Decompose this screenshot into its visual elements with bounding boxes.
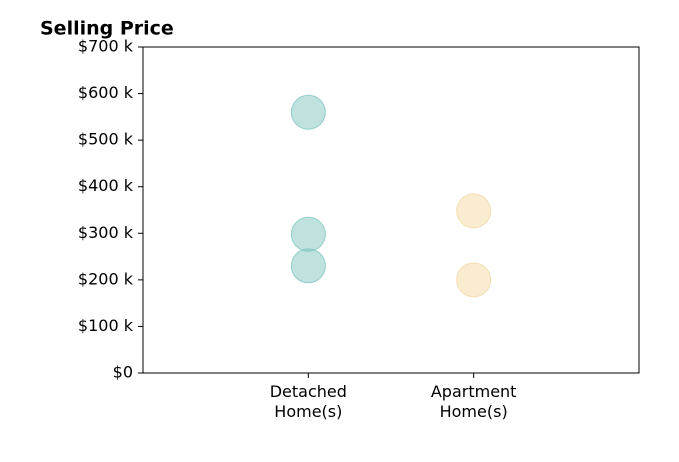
y-tick-label: $500 k [78,130,134,149]
chart-title: Selling Price [40,18,174,40]
y-tick-label: $600 k [78,83,134,102]
x-tick-label: Apartment Home(s) [430,382,517,421]
point [456,193,492,229]
y-tick-label: $0 [113,363,133,382]
point [456,262,492,298]
point [290,248,326,284]
point [290,94,326,130]
point [290,216,326,252]
y-tick-label: $100 k [78,316,134,335]
y-tick-label: $300 k [78,223,134,242]
y-tick-label: $400 k [78,176,134,195]
y-tick-label: $200 k [78,269,134,288]
y-tick-label: $700 k [78,37,134,56]
x-tick-label: Detached Home(s) [269,382,347,421]
plot-frame [142,46,640,374]
